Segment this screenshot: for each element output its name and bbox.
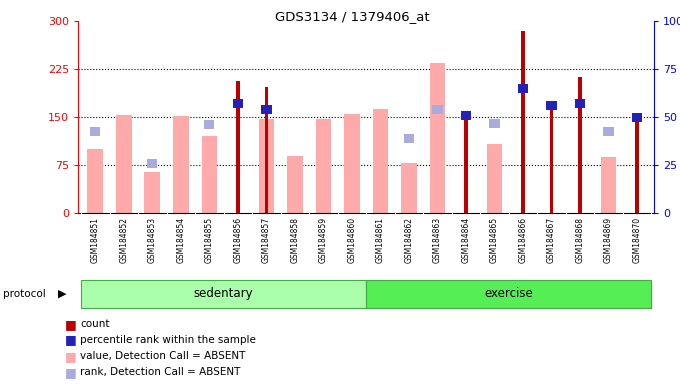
Bar: [366, 280, 651, 308]
Bar: [632, 113, 642, 122]
Bar: [575, 99, 585, 108]
Text: GSM184870: GSM184870: [632, 217, 641, 263]
Bar: [81, 280, 366, 308]
Bar: [518, 84, 528, 93]
Bar: [487, 144, 503, 213]
Text: GSM184851: GSM184851: [91, 217, 100, 263]
Bar: [116, 115, 132, 213]
Text: ▶: ▶: [58, 289, 67, 299]
Text: ■: ■: [65, 366, 76, 379]
Bar: [603, 127, 613, 136]
Bar: [432, 105, 443, 114]
Text: GSM184868: GSM184868: [575, 217, 585, 263]
Bar: [430, 63, 445, 213]
Bar: [88, 149, 103, 213]
Bar: [201, 136, 217, 213]
Bar: [204, 120, 214, 129]
Text: value, Detection Call = ABSENT: value, Detection Call = ABSENT: [80, 351, 245, 361]
Text: GSM184853: GSM184853: [148, 217, 157, 263]
Bar: [521, 31, 525, 213]
Bar: [287, 156, 303, 213]
Text: GSM184855: GSM184855: [205, 217, 214, 263]
Bar: [600, 157, 616, 213]
Text: ■: ■: [65, 350, 76, 363]
Bar: [236, 81, 240, 213]
Text: ■: ■: [65, 318, 76, 331]
Text: rank, Detection Call = ABSENT: rank, Detection Call = ABSENT: [80, 367, 241, 377]
Text: ■: ■: [65, 333, 76, 346]
Bar: [261, 105, 271, 114]
Text: protocol: protocol: [3, 289, 46, 299]
Bar: [547, 101, 557, 110]
Bar: [316, 119, 331, 213]
Text: GSM184861: GSM184861: [376, 217, 385, 263]
Bar: [401, 163, 417, 213]
Bar: [147, 159, 158, 168]
Bar: [144, 172, 160, 213]
Text: GSM184856: GSM184856: [233, 217, 242, 263]
Bar: [549, 101, 554, 213]
Bar: [373, 109, 388, 213]
Text: GSM184852: GSM184852: [119, 217, 129, 263]
Text: GSM184854: GSM184854: [176, 217, 186, 263]
Text: GSM184859: GSM184859: [319, 217, 328, 263]
Text: GSM184857: GSM184857: [262, 217, 271, 263]
Text: GSM184863: GSM184863: [433, 217, 442, 263]
Bar: [404, 134, 414, 143]
Text: GSM184864: GSM184864: [462, 217, 471, 263]
Bar: [578, 77, 582, 213]
Bar: [265, 87, 268, 213]
Text: GSM184858: GSM184858: [290, 217, 299, 263]
Text: GSM184865: GSM184865: [490, 217, 499, 263]
Text: GSM184869: GSM184869: [604, 217, 613, 263]
Text: sedentary: sedentary: [194, 286, 254, 300]
Bar: [344, 114, 360, 213]
Bar: [461, 111, 471, 120]
Bar: [635, 117, 639, 213]
Text: GSM184866: GSM184866: [519, 217, 528, 263]
Text: percentile rank within the sample: percentile rank within the sample: [80, 335, 256, 345]
Bar: [490, 119, 500, 128]
Bar: [464, 116, 468, 213]
Bar: [90, 127, 101, 136]
Text: GSM184867: GSM184867: [547, 217, 556, 263]
Bar: [173, 116, 188, 213]
Bar: [233, 99, 243, 108]
Bar: [258, 119, 274, 213]
Text: count: count: [80, 319, 109, 329]
Text: exercise: exercise: [484, 286, 533, 300]
Text: GSM184860: GSM184860: [347, 217, 356, 263]
Text: GSM184862: GSM184862: [405, 217, 413, 263]
Text: GDS3134 / 1379406_at: GDS3134 / 1379406_at: [275, 10, 430, 23]
